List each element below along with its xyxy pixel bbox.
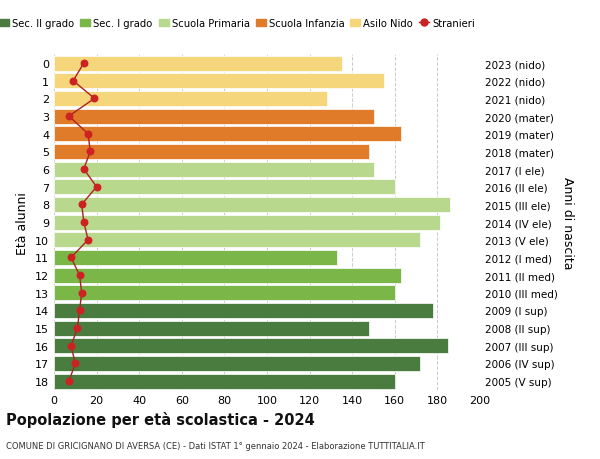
Text: Popolazione per età scolastica - 2024: Popolazione per età scolastica - 2024 [6,411,315,427]
Point [83,131,93,138]
Point [71,360,80,367]
Bar [54,374,395,389]
Bar [54,180,395,195]
Bar [54,303,433,318]
Bar [54,339,448,353]
Bar [54,127,401,142]
Point [77,202,86,209]
Point [66,254,76,262]
Bar [54,145,369,160]
Bar [54,56,341,72]
Point [75,307,85,314]
Bar [54,285,395,301]
Point [79,219,89,226]
Point [77,290,86,297]
Point [83,236,93,244]
Legend: Sec. II grado, Sec. I grado, Scuola Primaria, Scuola Infanzia, Asilo Nido, Stran: Sec. II grado, Sec. I grado, Scuola Prim… [0,15,479,33]
Point [79,166,89,174]
Bar [54,197,450,213]
Y-axis label: Anni di nascita: Anni di nascita [562,176,574,269]
Point [73,325,82,332]
Bar [54,268,401,283]
Point [64,378,74,385]
Point [92,184,101,191]
Bar [54,92,326,106]
Point [68,78,78,85]
Bar [54,356,421,371]
Point [85,148,95,156]
Bar [54,162,373,177]
Bar [54,233,421,248]
Point [89,95,99,103]
Bar [54,215,440,230]
Text: COMUNE DI GRICIGNANO DI AVERSA (CE) - Dati ISTAT 1° gennaio 2024 - Elaborazione : COMUNE DI GRICIGNANO DI AVERSA (CE) - Da… [6,441,425,450]
Point [64,113,74,120]
Point [66,342,76,350]
Bar [54,74,384,89]
Y-axis label: Età alunni: Età alunni [16,191,29,254]
Bar [54,321,369,336]
Bar [54,109,373,124]
Point [75,272,85,279]
Point [79,60,89,67]
Bar [54,251,337,265]
